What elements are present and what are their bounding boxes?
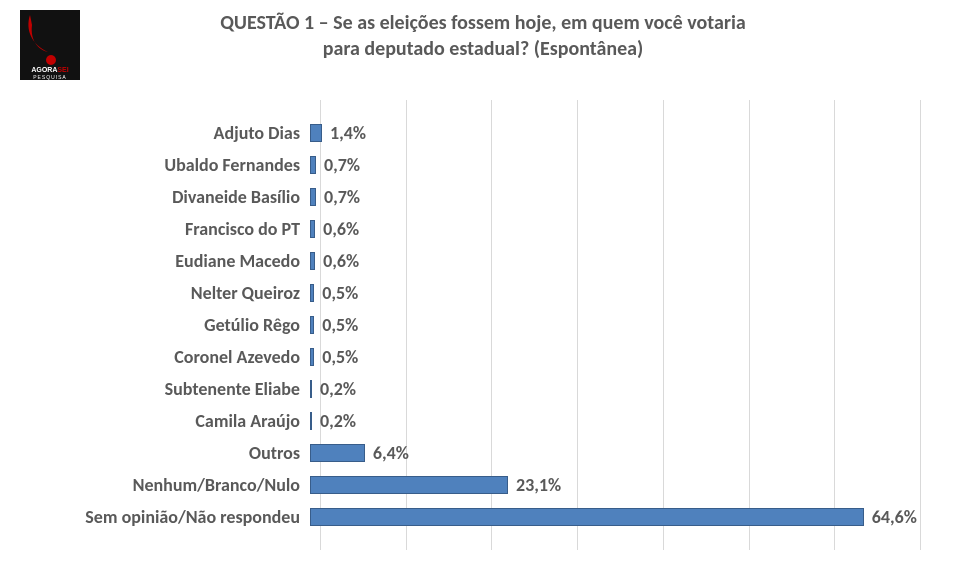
bar-wrap: 0,5% [310,277,910,309]
category-label: Coronel Azevedo [20,346,310,368]
bar-row: Divaneide Basílio 0,7% [20,181,936,213]
logo-brand-top: AGORA [31,67,57,74]
bar-wrap: 23,1% [310,469,910,501]
logo-brand-bottom: PESQUISA [33,75,67,80]
category-label: Nenhum/Branco/Nulo [20,474,310,496]
bar-wrap: 0,7% [310,149,910,181]
bar-wrap: 64,6% [310,501,917,533]
chart-area: Adjuto Dias1,4%Ubaldo Fernandes0,7%Divan… [20,100,936,550]
category-label: Eudiane Macedo [20,250,310,272]
brand-logo: AGORASEI PESQUISA [20,10,80,80]
title-line-1: QUESTÃO 1 – Se as eleições fossem hoje, … [90,10,876,36]
bar-row: Adjuto Dias 1,4% [20,117,936,149]
value-label: 0,2% [312,378,356,400]
value-label: 6,4% [365,442,409,464]
header: AGORASEI PESQUISA QUESTÃO 1 – Se as elei… [20,10,936,80]
value-label: 0,5% [314,346,358,368]
value-label: 0,7% [316,154,360,176]
bar-row: Camila Araújo0,2% [20,405,936,437]
bar-wrap: 0,7% [310,181,910,213]
category-label: Adjuto Dias [20,122,310,144]
title-line-2: para deputado estadual? (Espontânea) [90,36,876,62]
svg-text:AGORASEI: AGORASEI [31,67,68,74]
bar-row: Sem opinião/Não respondeu 64,6% [20,501,936,533]
bar-wrap: 0,5% [310,309,910,341]
value-label: 0,6% [315,218,359,240]
bar [310,444,365,462]
category-label: Subtenente Eliabe [20,378,310,400]
category-label: Nelter Queiroz [20,282,310,304]
bar-wrap: 0,6% [310,213,910,245]
bar-row: Francisco do PT0,6% [20,213,936,245]
value-label: 23,1% [508,474,561,496]
logo-icon: AGORASEI PESQUISA [20,10,80,80]
bar-row: Coronel Azevedo0,5% [20,341,936,373]
bar-row: Outros 6,4% [20,437,936,469]
value-label: 64,6% [864,506,917,528]
bar-wrap: 6,4% [310,437,910,469]
value-label: 0,5% [314,282,358,304]
bar-row: Eudiane Macedo0,6% [20,245,936,277]
bar-row: Subtenente Eliabe0,2% [20,373,936,405]
category-label: Francisco do PT [20,218,310,240]
logo-brand-highlight: SEI [57,67,68,74]
bar-wrap: 0,2% [310,405,910,437]
category-label: Ubaldo Fernandes [20,154,310,176]
bar-row: Nelter Queiroz0,5% [20,277,936,309]
value-label: 0,6% [315,250,359,272]
value-label: 1,4% [322,122,366,144]
chart-title: QUESTÃO 1 – Se as eleições fossem hoje, … [90,10,936,62]
bar-row: Getúlio Rêgo0,5% [20,309,936,341]
value-label: 0,2% [312,410,356,432]
bar-wrap: 0,6% [310,245,910,277]
category-label: Outros [20,442,310,464]
bar-wrap: 0,5% [310,341,910,373]
bar-wrap: 0,2% [310,373,910,405]
bar [310,124,322,142]
bar [310,476,508,494]
bar-row: Nenhum/Branco/Nulo 23,1% [20,469,936,501]
category-label: Sem opinião/Não respondeu [20,506,310,528]
category-label: Divaneide Basílio [20,186,310,208]
bar [310,508,864,526]
category-label: Camila Araújo [20,410,310,432]
value-label: 0,5% [314,314,358,336]
page: AGORASEI PESQUISA QUESTÃO 1 – Se as elei… [0,0,956,574]
category-label: Getúlio Rêgo [20,314,310,336]
bar-wrap: 1,4% [310,117,910,149]
value-label: 0,7% [316,186,360,208]
bar-row: Ubaldo Fernandes 0,7% [20,149,936,181]
